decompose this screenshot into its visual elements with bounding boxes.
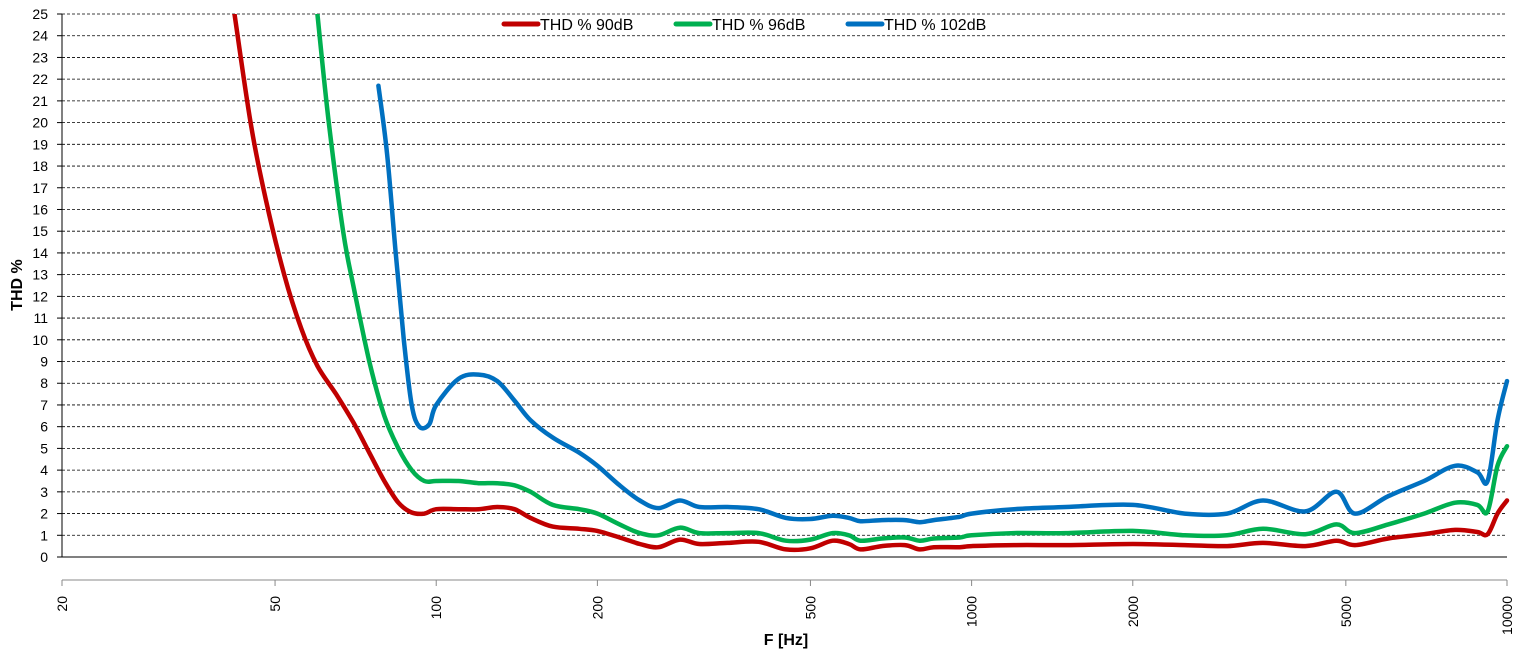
x-tick-label: 1000	[964, 596, 980, 627]
y-tick-label: 4	[40, 462, 48, 478]
y-tick-label: 2	[40, 506, 48, 522]
x-tick-label: 20	[54, 596, 70, 612]
x-tick-label: 10000	[1499, 596, 1515, 635]
y-tick-label: 13	[32, 267, 48, 283]
series-line-2	[315, 14, 1510, 544]
legend-label: THD % 96dB	[712, 17, 805, 34]
y-tick-label: 17	[32, 180, 48, 196]
y-tick-label: 7	[40, 397, 48, 413]
x-tick-labels: 20 50 100 200 500 1000 2000 5000 10000	[54, 596, 1515, 635]
y-tick-label: 25	[32, 6, 48, 22]
y-tick-label: 15	[32, 223, 48, 239]
series-lines	[232, 14, 1510, 553]
y-tick-label: 19	[32, 136, 48, 152]
y-tick-label: 3	[40, 484, 48, 500]
y-tick-label: 14	[32, 245, 48, 261]
y-tick-label: 18	[32, 158, 48, 174]
x-tick-label: 200	[589, 596, 605, 620]
y-tick-label: 12	[32, 288, 48, 304]
y-tick-label: 24	[32, 28, 48, 44]
y-tick-labels: 0123456789101112131415161718192021222324…	[32, 6, 48, 565]
y-tick-label: 6	[40, 419, 48, 435]
y-tick-label: 10	[32, 332, 48, 348]
y-tick-label: 22	[32, 71, 48, 87]
legend-label: THD % 102dB	[884, 17, 986, 34]
y-tick-label: 0	[40, 549, 48, 565]
y-tick-label: 9	[40, 354, 48, 370]
y-tick-label: 16	[32, 201, 48, 217]
x-tick-label: 50	[267, 596, 283, 612]
y-tick-label: 21	[32, 93, 48, 109]
legend: THD % 90dB THD % 96dB THD % 102dB	[501, 17, 986, 34]
y-tick-label: 23	[32, 49, 48, 65]
legend-item-2: THD % 96dB	[673, 17, 805, 34]
y-tick-label: 5	[40, 440, 48, 456]
x-tick-label: 500	[802, 596, 818, 620]
legend-item-1: THD % 90dB	[501, 17, 633, 34]
series-line-1	[232, 14, 1510, 553]
x-axis-title: F [Hz]	[764, 632, 808, 649]
legend-label: THD % 90dB	[540, 17, 633, 34]
axes	[57, 13, 1508, 586]
legend-item-3: THD % 102dB	[845, 17, 986, 34]
x-tick-label: 2000	[1125, 596, 1141, 627]
y-tick-label: 11	[33, 310, 48, 326]
series-line-3	[376, 83, 1510, 525]
x-tick-label: 5000	[1338, 596, 1354, 627]
x-tick-label: 100	[428, 596, 444, 620]
y-tick-label: 1	[40, 527, 48, 543]
y-tick-label: 8	[40, 375, 48, 391]
y-axis-title: THD %	[9, 259, 26, 311]
gridlines	[62, 13, 1507, 536]
y-tick-label: 20	[32, 115, 48, 131]
